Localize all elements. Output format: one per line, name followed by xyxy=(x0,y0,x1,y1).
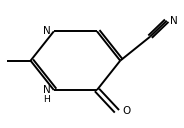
Text: O: O xyxy=(122,106,130,116)
Text: H: H xyxy=(44,95,50,104)
Text: N: N xyxy=(170,16,178,26)
Text: N: N xyxy=(43,85,50,95)
Text: N: N xyxy=(43,26,50,36)
